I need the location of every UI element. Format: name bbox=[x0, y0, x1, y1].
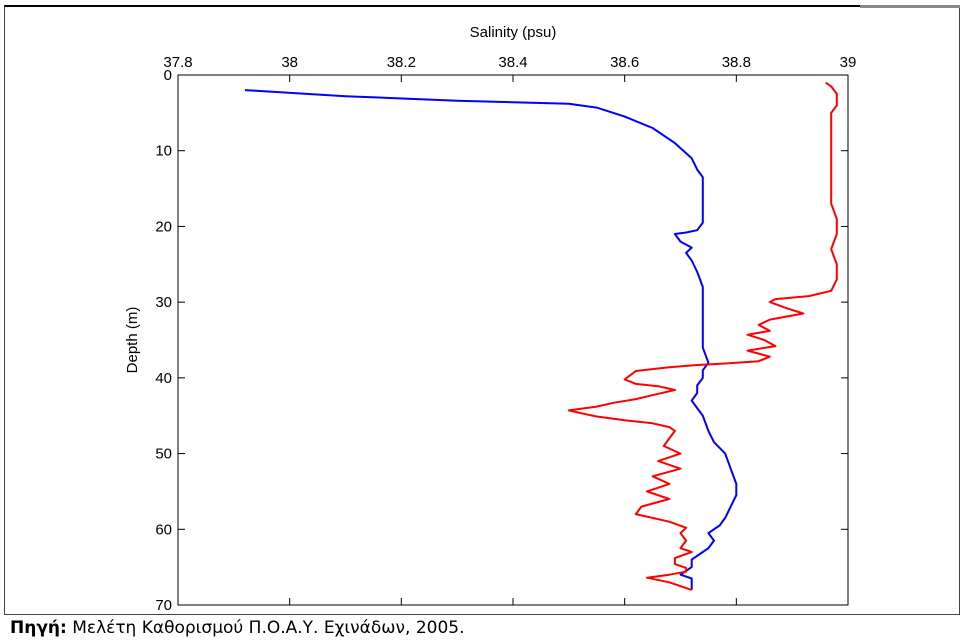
y-tick-label: 30 bbox=[155, 294, 172, 311]
caption-text: Μελέτη Καθορισμού Π.Ο.Α.Υ. Εχινάδων, 200… bbox=[72, 618, 465, 638]
y-axis-ticks: 0 10 20 30 40 50 60 70 bbox=[155, 67, 848, 614]
series-line-blue bbox=[244, 89, 738, 590]
y-tick-label: 0 bbox=[164, 67, 172, 84]
y-tick-label: 40 bbox=[155, 370, 172, 387]
y-tick-label: 70 bbox=[155, 597, 172, 614]
top-rule bbox=[860, 5, 960, 8]
x-tick-label: 38.4 bbox=[498, 54, 527, 71]
series-lines bbox=[244, 81, 838, 591]
x-axis-ticks: 37.8 38 38.2 38.4 38.6 38.8 39 bbox=[163, 54, 856, 605]
x-tick-label: 38.8 bbox=[722, 54, 751, 71]
x-tick-label: 38.6 bbox=[610, 54, 639, 71]
figure-frame bbox=[4, 5, 960, 615]
caption-label: Πηγή: bbox=[10, 618, 67, 638]
source-caption: Πηγή: Μελέτη Καθορισμού Π.Ο.Α.Υ. Εχινάδω… bbox=[10, 618, 465, 638]
plot-area bbox=[177, 74, 849, 606]
x-tick-label: 37.8 bbox=[163, 54, 192, 71]
x-axis-label: Salinity (psu) bbox=[470, 24, 557, 41]
y-tick-label: 50 bbox=[155, 446, 172, 463]
y-tick-label: 20 bbox=[155, 218, 172, 235]
x-tick-label: 38 bbox=[281, 54, 298, 71]
x-tick-label: 38.2 bbox=[387, 54, 416, 71]
series-line-red bbox=[567, 81, 838, 591]
y-tick-label: 60 bbox=[155, 521, 172, 538]
x-tick-label: 39 bbox=[840, 54, 857, 71]
figure-frame-bottom bbox=[4, 614, 960, 615]
y-tick-label: 10 bbox=[155, 143, 172, 160]
y-axis-label: Depth (m) bbox=[124, 307, 141, 374]
